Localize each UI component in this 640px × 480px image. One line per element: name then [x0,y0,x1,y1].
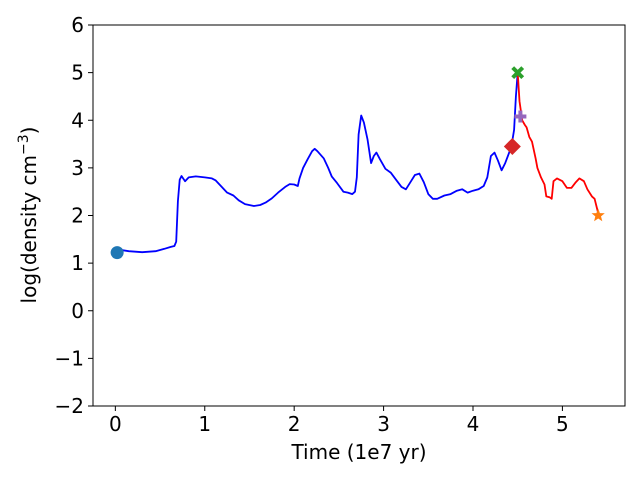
x-axis-label: Time (1e7 yr) [290,440,426,464]
x-tick-label: 3 [377,412,390,436]
y-axis-label: log(density cm−3) [16,127,41,304]
x-tick-label: 4 [467,412,480,436]
y-tick-label: 1 [71,251,84,275]
plus-marker [514,110,527,123]
series-line-1 [116,72,519,254]
y-tick-label: −2 [55,394,84,418]
plot-area [92,24,626,407]
star-marker [591,208,605,222]
circle-marker [110,246,124,260]
y-axis-ticks: −2 −1 0 1 2 3 4 5 6 [55,13,93,418]
y-tick-label: 4 [71,108,84,132]
y-axis-label-main: log(density cm [17,155,41,303]
x-tick-label: 2 [288,412,301,436]
x-axis-ticks: 0 1 2 3 4 5 [109,406,569,436]
y-tick-label: 0 [71,299,84,323]
y-axis-label-sup: −3 [16,134,32,155]
y-axis-label-close: ) [17,127,41,135]
y-tick-label: −1 [55,346,84,370]
y-tick-label: 3 [71,156,84,180]
x-tick-label: 1 [198,412,211,436]
diamond-marker [503,137,521,155]
y-tick-label: 2 [71,204,84,228]
x-tick-label: 0 [109,412,122,436]
x-tick-label: 5 [556,412,569,436]
event-markers [110,66,605,260]
y-tick-label: 6 [71,13,84,37]
data-series [116,72,600,254]
y-tick-label: 5 [71,61,84,85]
x-marker [511,66,525,80]
series-line-2 [516,72,600,214]
